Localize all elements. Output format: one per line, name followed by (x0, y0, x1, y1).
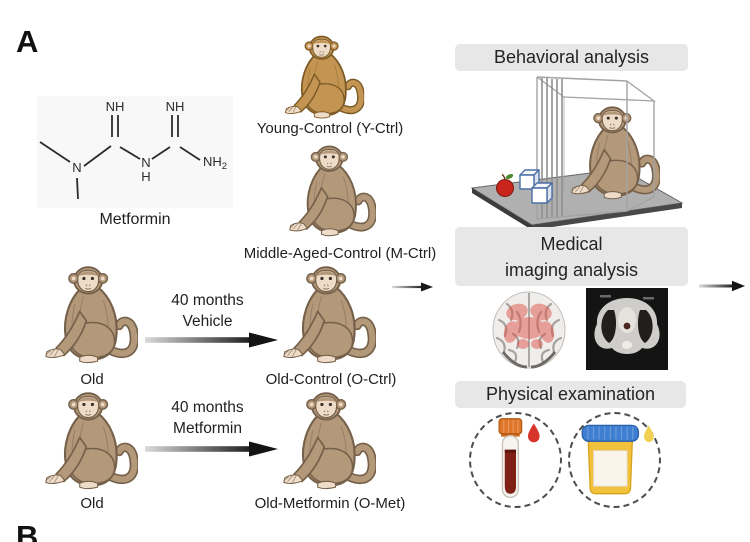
urine-sample-circle (568, 412, 661, 508)
old-control-label: Old-Control (O-Ctrl) (265, 371, 397, 388)
behavioral-cage-illustration (468, 71, 696, 227)
urine-cup-icon (581, 424, 654, 495)
vehicle-duration: 40 months (171, 292, 244, 309)
apple-icon (496, 173, 514, 197)
old-metformin-label: Old-Metformin (O-Met) (254, 495, 406, 512)
atom-imine-left: NH (106, 99, 125, 114)
atom-bridge-h: H (141, 169, 150, 184)
behavioral-analysis-title: Behavioral analysis (493, 47, 650, 67)
urine-drop-icon (643, 425, 654, 443)
panel-b-label: B (16, 519, 39, 542)
young-monkey-illustration (280, 34, 368, 124)
atom-bridge-n: N (141, 155, 150, 170)
atom-amine: NH2 (203, 154, 227, 172)
vehicle-treatment-arrow (145, 332, 278, 348)
cage-back-edges (536, 76, 657, 193)
chemical-bonds (39, 115, 201, 200)
young-control-label: Young-Control (Y-Ctrl) (256, 120, 404, 137)
behavioral-analysis-header: Behavioral analysis (455, 44, 688, 71)
metformin-treatment-text: 40 months Metformin (150, 397, 265, 439)
vehicle-agent: Vehicle (182, 313, 233, 330)
old-label-top: Old (80, 371, 104, 388)
middle-aged-control-label: Middle-Aged-Control (M-Ctrl) (243, 245, 437, 262)
brain-activation-overlay (503, 303, 555, 349)
imaging-title-line1: Medical (540, 233, 603, 254)
old-monkey-top-illustration (44, 264, 138, 370)
metformin-structure-drawing: NH NH N N H NH2 (39, 99, 227, 200)
brain-mri-image (492, 291, 566, 369)
old-label-bottom: Old (80, 495, 104, 512)
atom-imine-right: NH (166, 99, 185, 114)
atom-n-methyl: N (72, 160, 81, 175)
panel-a-label: A (16, 24, 39, 59)
to-analyses-arrow (392, 282, 433, 292)
metformin-duration: 40 months (171, 399, 244, 416)
old-control-monkey-illustration (282, 264, 376, 370)
middle-aged-monkey-illustration (288, 141, 376, 245)
metformin-agent: Metformin (173, 420, 242, 437)
metformin-caption: Metformin (99, 211, 171, 228)
blood-drop-icon (527, 423, 540, 443)
metformin-structure: NH NH N N H NH2 (37, 96, 233, 208)
vehicle-treatment-text: 40 months Vehicle (150, 290, 265, 332)
physical-examination-header: Physical examination (455, 381, 686, 408)
metformin-treatment-arrow (145, 441, 278, 457)
cage-platform (470, 168, 684, 227)
imaging-title-line2: imaging analysis (504, 259, 639, 280)
imaging-analysis-header: Medical imaging analysis (455, 227, 688, 286)
blood-sample-circle (469, 412, 562, 508)
old-monkey-bottom-illustration (44, 390, 138, 496)
atom-labels: NH NH N N H NH2 (72, 99, 227, 184)
ct-scan-image (586, 288, 668, 370)
test-cubes-icon (519, 169, 553, 204)
blood-tube-icon (497, 418, 540, 499)
physical-examination-title: Physical examination (485, 384, 656, 404)
old-metformin-monkey-illustration (282, 390, 376, 496)
continue-arrow (699, 280, 745, 292)
